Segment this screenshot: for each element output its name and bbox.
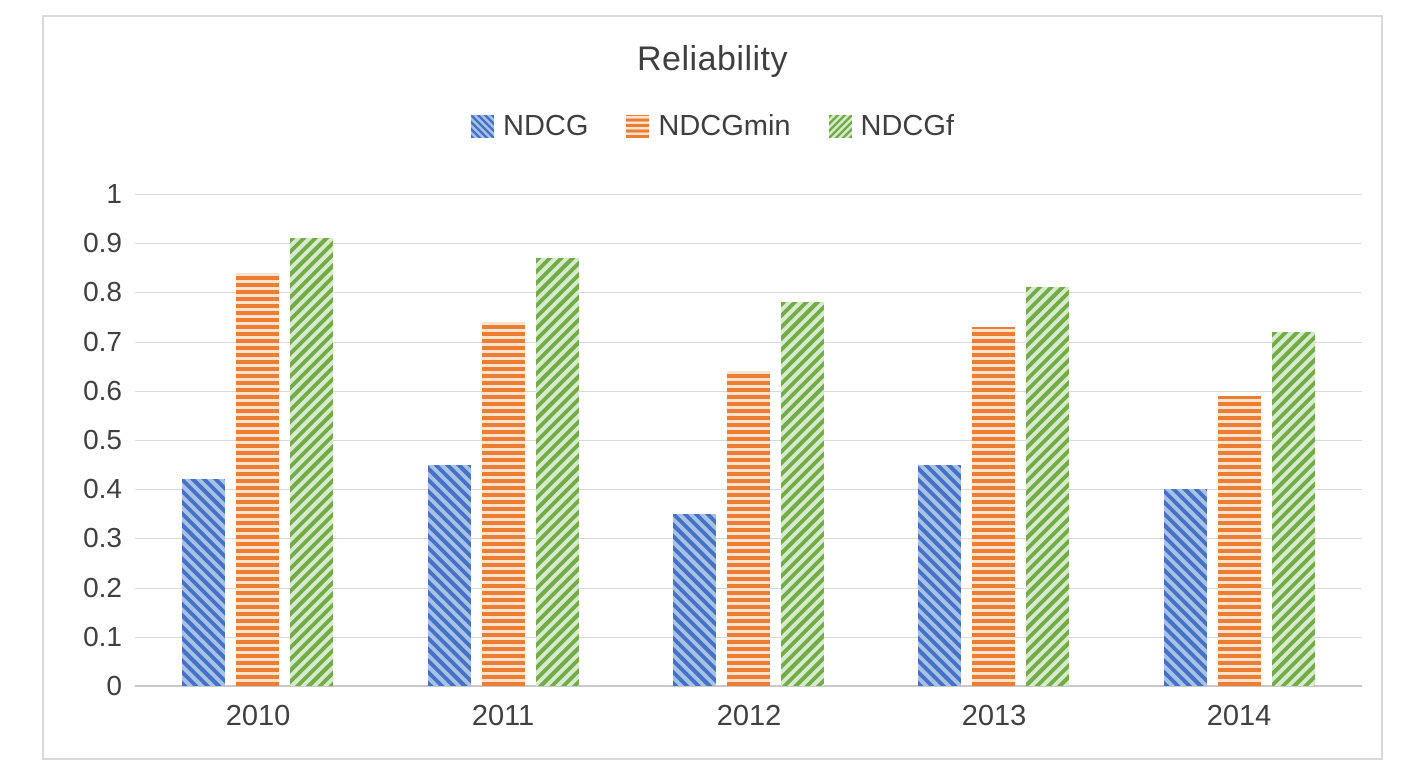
y-tick-label: 0.5 <box>83 424 122 455</box>
chart-legend: NDCG NDCGmin NDCGf <box>44 110 1381 143</box>
bar-ndcg-2014 <box>1164 489 1207 686</box>
bar-ndcgf-2011 <box>536 258 579 686</box>
x-tick-label: 2013 <box>961 700 1027 732</box>
bar-ndcgmin-2012 <box>727 371 770 686</box>
x-tick-label: 2012 <box>716 700 782 732</box>
gridline <box>135 292 1362 293</box>
plot-area: 1 0.9 0.8 0.7 0.6 0.5 0.4 0.3 0.2 0.1 0 2010 2011 201… <box>83 178 1362 732</box>
gridline <box>135 194 1362 195</box>
bar-ndcgf-2013 <box>1026 287 1069 686</box>
y-tick-label: 0.8 <box>83 276 122 307</box>
bar-ndcgf-2012 <box>781 302 824 686</box>
legend-swatch-diagonal-down-icon <box>471 115 495 138</box>
y-tick-label: 0.3 <box>83 522 122 553</box>
x-tick-label: 2011 <box>471 700 535 732</box>
y-tick-label: 0.7 <box>83 326 122 357</box>
x-tick-label: 2014 <box>1206 700 1272 732</box>
bar-ndcg-2011 <box>428 465 471 686</box>
chart-title: Reliability <box>637 40 788 78</box>
bar-ndcgmin-2011 <box>482 322 525 686</box>
legend-label: NDCGf <box>860 110 954 142</box>
bar-ndcgf-2010 <box>290 238 333 686</box>
bar-ndcgmin-2014 <box>1218 396 1261 686</box>
legend-item-ndcgmin: NDCGmin <box>626 110 791 143</box>
bar-ndcgf-2014 <box>1272 332 1315 686</box>
x-axis-line <box>135 685 1362 687</box>
legend-swatch-diagonal-up-icon <box>828 115 852 138</box>
bar-ndcgmin-2010 <box>236 273 279 686</box>
gridline <box>135 342 1362 343</box>
bar-ndcg-2012 <box>673 514 716 686</box>
legend-label: NDCGmin <box>658 110 791 142</box>
y-tick-label: 1 <box>106 178 122 209</box>
y-tick-label: 0.4 <box>83 473 122 504</box>
gridline <box>135 243 1362 244</box>
bar-ndcg-2010 <box>182 479 225 686</box>
x-tick-label: 2010 <box>225 700 291 732</box>
chart-frame: Reliability NDCG NDCGmin NDCGf 1 0.9 0.8 0.7 0… <box>42 15 1383 760</box>
bar-ndcg-2013 <box>918 465 961 686</box>
y-tick-label: 0.1 <box>83 621 122 652</box>
legend-swatch-horizontal-icon <box>626 115 650 138</box>
y-tick-label: 0 <box>106 670 122 701</box>
legend-item-ndcgf: NDCGf <box>828 110 954 143</box>
y-tick-label: 0.9 <box>83 227 122 258</box>
y-tick-label: 0.2 <box>83 572 122 603</box>
legend-item-ndcg: NDCG <box>471 110 588 143</box>
y-tick-label: 0.6 <box>83 375 122 406</box>
bar-ndcgmin-2013 <box>972 327 1015 686</box>
legend-label: NDCG <box>503 110 589 142</box>
